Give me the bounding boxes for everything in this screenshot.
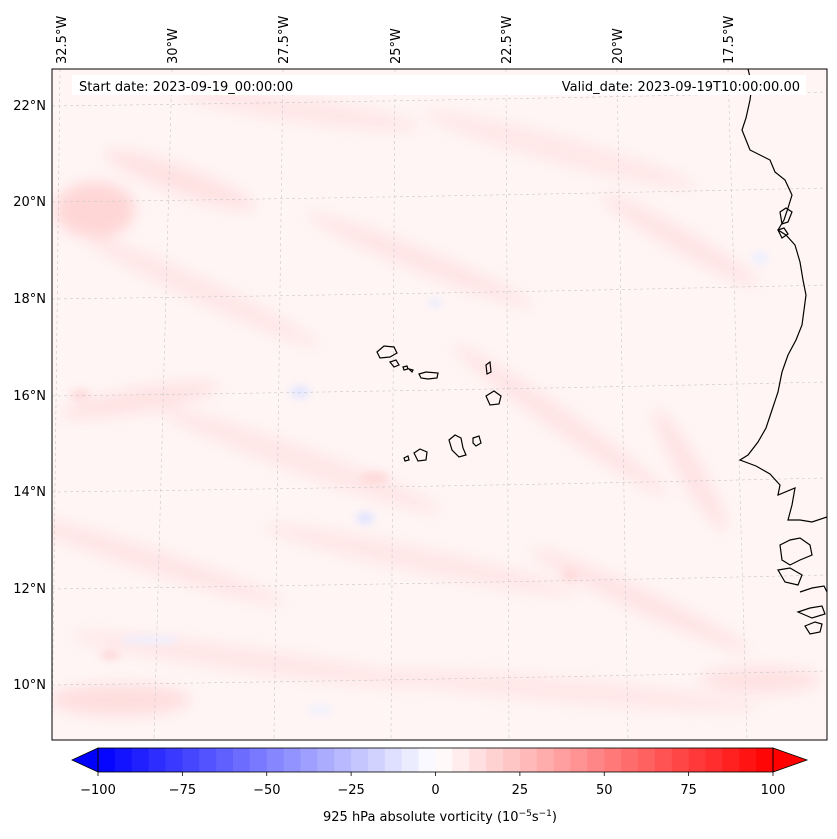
valid-date-label: Valid_date: 2023-09-19T10:00:00.00 (562, 80, 800, 95)
colorbar-step (705, 748, 723, 772)
colorbar-step (165, 748, 183, 772)
colorbar-step (688, 748, 707, 772)
colorbar-step (570, 748, 588, 772)
colorbar-step (199, 748, 217, 772)
colorbar-tick-label: −25 (337, 783, 364, 798)
africa-coastline (738, 69, 827, 523)
colorbar-step (283, 748, 302, 772)
longitude-label: 17.5°W (722, 16, 737, 64)
cape-verde-islands (376, 345, 502, 462)
vorticity-field (52, 89, 820, 716)
colorbar-step (722, 748, 740, 772)
latitude-label: 20°N (13, 195, 46, 210)
colorbar-step (317, 748, 335, 772)
colorbar-step (401, 748, 420, 772)
colorbar-step (452, 748, 470, 772)
latitude-labels: 22°N 20°N 18°N 16°N 14°N 12°N 10°N (13, 99, 46, 693)
colorbar-step (756, 748, 774, 772)
colorbar-tick-label: 50 (596, 783, 613, 798)
colorbar-tick-label: 100 (761, 783, 786, 798)
colorbar-step (739, 748, 757, 772)
colorbar-ticks (97, 772, 774, 776)
date-banner (72, 75, 806, 95)
colorbar-step (621, 748, 639, 772)
longitude-label: 20°W (611, 28, 626, 64)
colorbar-step (131, 748, 150, 772)
colorbar-step (519, 748, 538, 772)
colorbar-step (671, 748, 690, 772)
colorbar-steps (98, 748, 774, 772)
map-frame (51, 68, 828, 741)
coastlines (738, 69, 827, 635)
colorbar-step (368, 748, 386, 772)
colorbar-step (351, 748, 369, 772)
start-date-label: Start date: 2023-09-19_00:00:00 (79, 80, 293, 95)
longitude-labels: 32.5°W 30°W 27.5°W 25°W 22.5°W 20°W 17.5… (55, 16, 737, 64)
colorbar-step (435, 748, 453, 772)
latitude-label: 18°N (13, 292, 46, 307)
latitude-label: 10°N (13, 678, 46, 693)
colorbar-tick-label: 0 (431, 783, 439, 798)
colorbar-step (233, 748, 251, 772)
longitude-label: 32.5°W (55, 16, 70, 64)
colorbar-step (300, 748, 318, 772)
colorbar-step (249, 748, 268, 772)
colorbar-extend-max (772, 747, 809, 773)
colorbar-step (418, 748, 437, 772)
latitude-label: 22°N (13, 99, 46, 114)
colorbar-tick-label: −100 (80, 783, 116, 798)
colorbar-step (553, 748, 572, 772)
colorbar-step (114, 748, 133, 772)
colorbar-step (536, 748, 555, 772)
graticule (52, 69, 827, 740)
colorbar-label: 925 hPa absolute vorticity (10−5s−1) (323, 809, 557, 825)
colorbar-step (587, 748, 605, 772)
latitude-label: 12°N (13, 582, 46, 597)
colorbar-step (638, 748, 656, 772)
colorbar-step (216, 748, 234, 772)
colorbar-step (469, 748, 487, 772)
longitude-label: 30°W (166, 28, 181, 64)
latitude-label: 14°N (13, 485, 46, 500)
longitude-label: 25°W (389, 28, 404, 64)
colorbar-step (334, 748, 352, 772)
colorbar-step (148, 748, 167, 772)
longitude-label: 27.5°W (277, 16, 292, 64)
longitude-label: 22.5°W (500, 16, 515, 64)
colorbar-tick-label: −75 (169, 783, 196, 798)
latitude-label: 16°N (13, 389, 46, 404)
colorbar-tick-label: −50 (253, 783, 280, 798)
colorbar-step (604, 748, 622, 772)
colorbar-step (182, 748, 200, 772)
colorbar-step (384, 748, 403, 772)
colorbar-extend-min (71, 747, 99, 773)
colorbar-step (266, 748, 285, 772)
colorbar-tick-label: 75 (680, 783, 697, 798)
colorbar-step (486, 748, 504, 772)
colorbar-step (654, 748, 673, 772)
colorbar-step (503, 748, 521, 772)
colorbar: −100 −75 −50 −25 0 25 50 75 100 925 hPa … (71, 747, 809, 825)
colorbar-tick-label: 25 (512, 783, 529, 798)
colorbar-step (98, 748, 116, 772)
